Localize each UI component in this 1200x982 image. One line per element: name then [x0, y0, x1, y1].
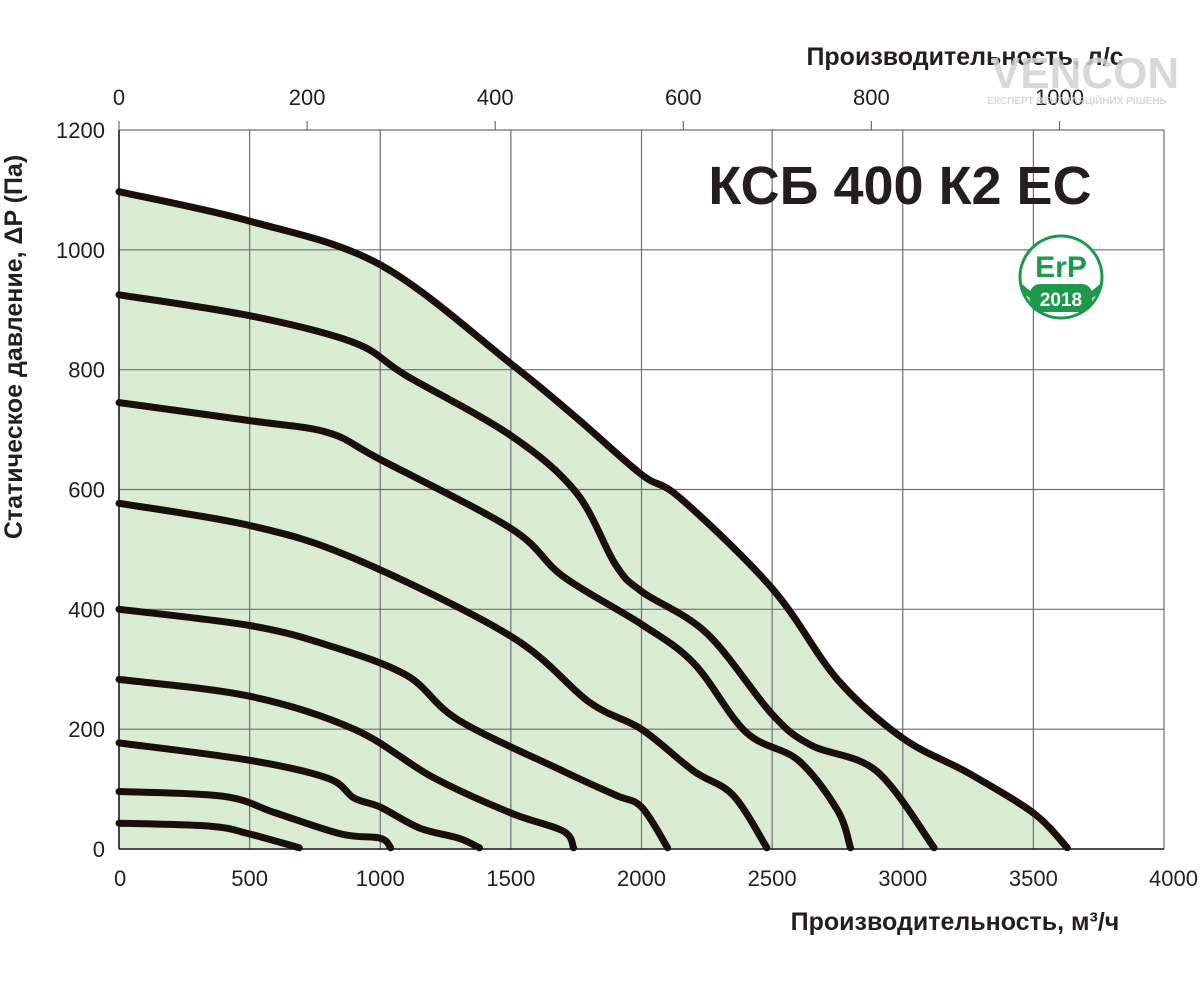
- x-tick-label: 1000: [356, 866, 405, 891]
- x-tick-label: 3000: [878, 866, 927, 891]
- top-axis-tick-label: 400: [477, 85, 514, 110]
- top-axis-ticks: 0 200 400 600 800 1000: [113, 85, 1084, 110]
- y-tick-label: 800: [68, 358, 105, 383]
- chart-title: КСБ 400 К2 EC: [708, 156, 1091, 216]
- x-tick-label: 4000: [1149, 866, 1198, 891]
- y-tick-label: 200: [68, 717, 105, 742]
- y-tick-label: 1000: [56, 238, 105, 263]
- x-tick-label: 500: [231, 866, 268, 891]
- x-tick-label: 2500: [748, 866, 797, 891]
- y-tick-label: 600: [68, 478, 105, 503]
- top-axis-tick-label: 0: [113, 85, 125, 110]
- x-axis-ticks: 0 500 1000 1500 2000 2500 3000 3500 4000: [114, 866, 1198, 891]
- watermark-tagline: ЕКСПЕРТ ВЕНТИЛЯЦІЙНИХ РІШЕНЬ: [987, 94, 1166, 107]
- top-axis-tick-label: 800: [853, 85, 890, 110]
- top-axis-tick-label: 200: [289, 85, 326, 110]
- top-axis-tick-label: 600: [665, 85, 702, 110]
- y-axis-ticks: 0 200 400 600 800 1000 1200: [56, 118, 105, 862]
- performance-curve-1: [115, 188, 1071, 852]
- x-tick-label: 1500: [486, 866, 535, 891]
- performance-curve-6: [115, 675, 578, 852]
- erp-badge: ErP 2018: [1018, 234, 1104, 320]
- x-axis-label: Производительность, м³/ч: [791, 908, 1120, 936]
- x-tick-label: 0: [114, 866, 126, 891]
- performance-curves: [115, 188, 1071, 852]
- y-tick-label: 1200: [56, 118, 105, 143]
- erp-badge-year: 2018: [1040, 290, 1082, 311]
- erp-badge-band: [1030, 284, 1092, 312]
- performance-curve-4: [115, 499, 771, 852]
- top-axis-tick-label: 1000: [1035, 85, 1084, 110]
- x-tick-label: 3500: [1009, 866, 1058, 891]
- top-axis-label: Производительность, л/с: [806, 43, 1123, 71]
- performance-curve-2: [115, 291, 938, 852]
- y-tick-label: 400: [68, 597, 105, 622]
- vencon-watermark: VENCON ЕКСПЕРТ ВЕНТИЛЯЦІЙНИХ РІШЕНЬ: [987, 49, 1179, 107]
- performance-curve-5: [115, 605, 672, 852]
- erp-badge-label: ErP: [1035, 251, 1087, 284]
- performance-curve-9: [115, 819, 303, 852]
- performance-curve-8: [115, 788, 395, 852]
- watermark-brand: VENCON: [991, 49, 1179, 98]
- y-axis-label: Статическое давление, ΔP (Па): [0, 155, 28, 539]
- y-tick-label: 0: [93, 837, 105, 862]
- performance-curve-3: [115, 399, 854, 852]
- performance-curve-7: [115, 739, 483, 852]
- x-tick-label: 2000: [617, 866, 666, 891]
